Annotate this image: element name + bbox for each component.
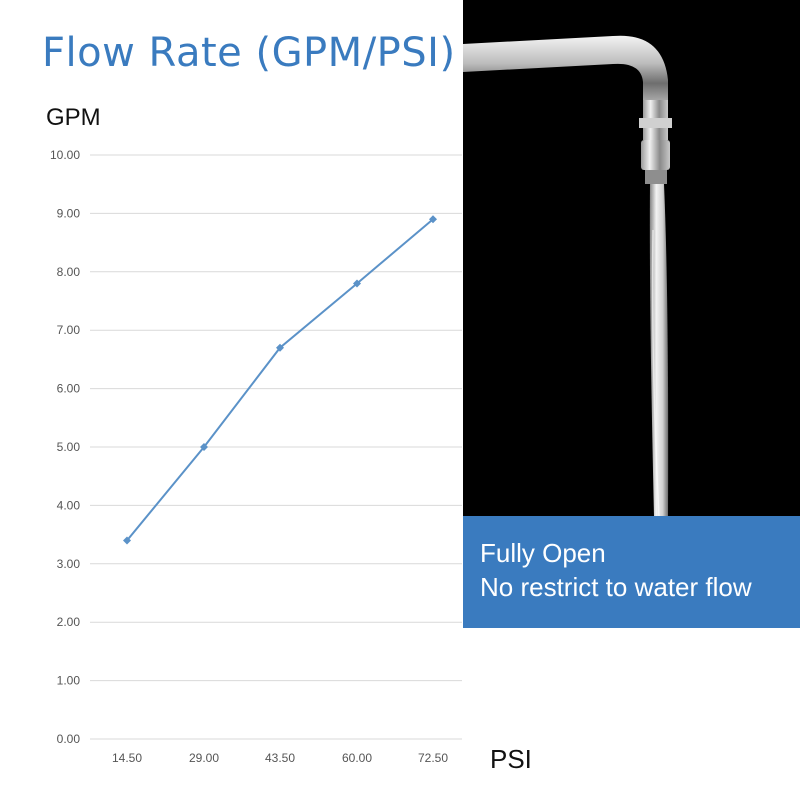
x-axis-ticks: 14.50 29.00 43.50 60.00 72.50 [112,751,448,765]
x-axis-label: PSI [490,744,532,774]
x-tick-label: 43.50 [265,751,295,765]
y-axis-ticks: 0.00 1.00 2.00 3.00 4.00 5.00 6.00 7.00 8.00 9.00… [50,148,80,746]
y-tick-label: 2.00 [57,615,81,629]
data-point [200,443,208,451]
banner-line-2: No restrict to water flow [480,572,752,602]
y-tick-label: 4.00 [57,498,81,512]
faucet-photo [463,0,800,516]
y-tick-label: 0.00 [57,732,81,746]
x-tick-label: 60.00 [342,751,372,765]
y-tick-label: 3.00 [57,557,81,571]
banner-line-1: Fully Open [480,538,606,568]
data-point [276,343,284,352]
y-tick-label: 7.00 [57,323,81,337]
data-point [429,215,437,224]
x-tick-label: 72.50 [418,751,448,765]
x-tick-label: 29.00 [189,751,219,765]
y-tick-label: 10.00 [50,148,80,162]
x-tick-label: 14.50 [112,751,142,765]
y-tick-label: 6.00 [57,382,81,396]
data-point [353,279,361,288]
grid-lines [90,154,462,740]
series-line [126,218,434,542]
y-tick-label: 8.00 [57,265,81,279]
chart-title: Flow Rate (GPM/PSI) [42,30,456,76]
data-series [123,215,437,545]
y-tick-label: 9.00 [57,206,81,220]
data-point [123,536,131,545]
y-tick-label: 5.00 [57,440,81,454]
y-axis-label: GPM [46,104,101,131]
y-tick-label: 1.00 [57,674,81,688]
info-banner: Fully Open No restrict to water flow [463,516,800,628]
